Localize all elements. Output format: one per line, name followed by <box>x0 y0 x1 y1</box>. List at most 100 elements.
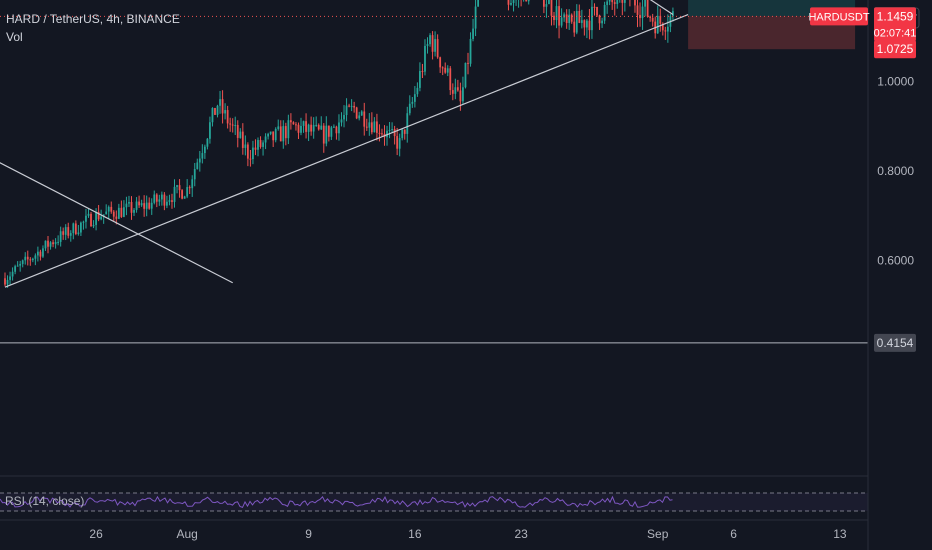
candle-up <box>568 14 571 24</box>
candle-up <box>315 124 318 126</box>
candle-up <box>672 11 674 17</box>
price-line-axis-label: 0.4154 <box>877 336 914 350</box>
volume-label[interactable]: Vol <box>6 30 23 44</box>
candle-down <box>254 147 257 150</box>
candle-down <box>565 14 568 24</box>
candle-down <box>393 129 396 137</box>
candle-up <box>388 129 391 131</box>
candle-up <box>616 0 619 4</box>
candle-up <box>512 0 515 4</box>
candle-down <box>449 68 452 91</box>
candle-down <box>241 131 244 148</box>
candle-down <box>421 71 424 73</box>
candle-up <box>11 271 14 277</box>
candle-up <box>580 20 583 23</box>
candle-down <box>310 124 313 132</box>
candle-up <box>176 185 178 187</box>
candle-up <box>434 39 436 52</box>
candle-down <box>292 122 295 125</box>
candle-up <box>264 136 267 143</box>
candle-down <box>171 200 173 202</box>
candle-up <box>16 265 19 267</box>
candle-up <box>350 105 353 107</box>
candle-down <box>611 0 614 3</box>
candle-up <box>42 248 44 257</box>
candle-up <box>183 196 186 199</box>
candle-down <box>297 124 300 133</box>
candle-up <box>312 125 315 132</box>
candle-down <box>370 122 373 133</box>
candle-down <box>613 2 616 4</box>
candle-down <box>588 20 591 31</box>
candle-down <box>593 6 596 8</box>
candle-up <box>462 87 464 102</box>
candle-down <box>62 231 65 235</box>
trendline <box>0 162 233 284</box>
candle-down <box>47 240 49 247</box>
candle-down <box>317 124 320 130</box>
candle-up <box>186 187 189 197</box>
candle-down <box>143 203 146 209</box>
candle-up <box>345 105 348 116</box>
candle-down <box>363 111 366 127</box>
candle-up <box>424 45 426 72</box>
candle-up <box>160 194 163 200</box>
candle-up <box>267 133 270 137</box>
candle-down <box>335 126 338 134</box>
candle-down <box>97 211 100 220</box>
x-tick-label: 26 <box>89 527 103 541</box>
symbol-info[interactable]: HARD / TetherUS, 4h, BINANCE <box>6 12 180 26</box>
candle-up <box>429 35 431 45</box>
candle-up <box>203 146 206 154</box>
candle-down <box>214 107 216 115</box>
candle-up <box>408 103 411 114</box>
candle-up <box>333 126 335 128</box>
candle-down <box>148 202 151 209</box>
candle-up <box>77 232 80 234</box>
candle-up <box>386 130 388 138</box>
candle-up <box>211 107 214 123</box>
candle-down <box>507 0 510 5</box>
candle-down <box>353 105 356 108</box>
rsi-band-fill <box>0 493 868 511</box>
candle-up <box>173 186 176 202</box>
candle-up <box>59 231 62 242</box>
candle-up <box>206 138 209 147</box>
candle-up <box>373 121 376 133</box>
x-tick-label: 13 <box>833 527 847 541</box>
candle-up <box>191 179 194 189</box>
candle-down <box>381 133 383 135</box>
candle-down <box>598 15 601 24</box>
x-tick-label: 16 <box>408 527 422 541</box>
candle-down <box>155 194 158 202</box>
candle-down <box>436 39 439 58</box>
candle-down <box>403 129 406 134</box>
candle-up <box>145 202 148 209</box>
candle-down <box>327 125 330 137</box>
candle-down <box>573 21 576 33</box>
candle-up <box>64 227 67 235</box>
candle-up <box>123 207 125 217</box>
candle-down <box>52 242 54 245</box>
candle-down <box>249 158 252 160</box>
candle-down <box>649 16 652 18</box>
candles <box>4 0 674 288</box>
candle-up <box>158 199 161 202</box>
candle-down <box>138 201 140 206</box>
candle-down <box>67 227 70 236</box>
candle-up <box>472 28 474 39</box>
candle-down <box>583 20 586 28</box>
stop-axis-label: 1.0725 <box>877 42 914 56</box>
candle-up <box>330 127 333 137</box>
candle-up <box>401 129 404 139</box>
candle-down <box>441 67 444 69</box>
candle-up <box>140 203 143 206</box>
candle-up <box>9 276 11 280</box>
candle-up <box>216 105 219 115</box>
candle-down <box>229 123 232 125</box>
candle-down <box>578 10 581 23</box>
candle-up <box>166 201 168 206</box>
candle-up <box>302 121 305 126</box>
